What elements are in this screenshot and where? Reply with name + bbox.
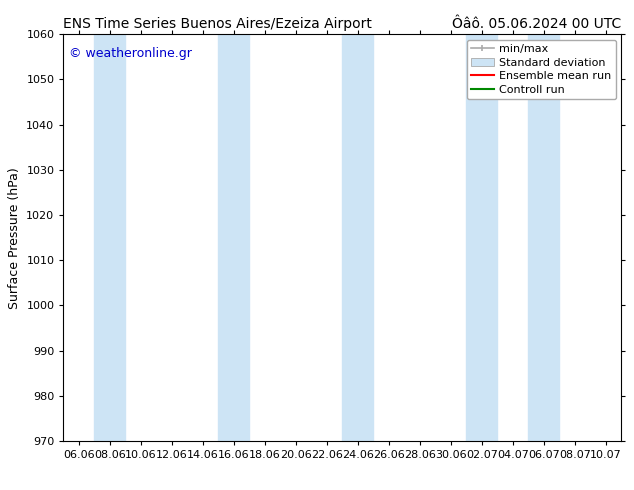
Text: © weatheronline.gr: © weatheronline.gr [69,47,192,59]
Bar [218,34,249,441]
Text: Ôâô. 05.06.2024 00 UTC: Ôâô. 05.06.2024 00 UTC [452,17,621,31]
Y-axis label: Surface Pressure (hPa): Surface Pressure (hPa) [8,167,21,309]
Bar [342,34,373,441]
Bar [467,34,497,441]
Text: ENS Time Series Buenos Aires/Ezeiza Airport: ENS Time Series Buenos Aires/Ezeiza Airp… [63,17,372,31]
Bar [528,34,559,441]
Bar [94,34,126,441]
Legend: min/max, Standard deviation, Ensemble mean run, Controll run: min/max, Standard deviation, Ensemble me… [467,40,616,99]
